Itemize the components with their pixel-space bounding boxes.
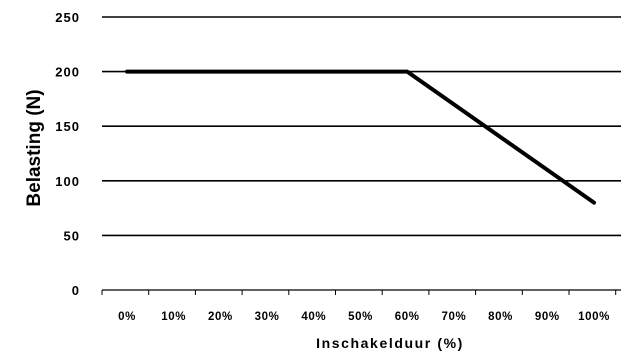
x-tick-label: 20% (208, 311, 233, 323)
x-tick-label: 30% (255, 311, 280, 323)
y-tick-label: 250 (55, 10, 80, 25)
x-axis-label: Inschakelduur (%) (316, 335, 464, 351)
y-tick-label: 200 (55, 65, 80, 80)
y-tick-label: 100 (55, 174, 80, 189)
x-tick-labels: 0% 10% 20% 30% 40% 50% 60% 70% 80% 90% 100% (118, 311, 610, 323)
x-tick-label: 90% (535, 311, 560, 323)
x-tick-label: 70% (441, 311, 466, 323)
y-tick-label: 50 (64, 228, 80, 243)
y-tick-labels: 0 50 100 150 200 250 (55, 10, 80, 298)
y-axis-label: Belasting (N) (24, 89, 45, 206)
y-tick-label: 150 (55, 119, 80, 134)
x-tick-label: 60% (395, 311, 420, 323)
x-tick-label: 100% (578, 311, 610, 323)
y-tick-label: 0 (72, 283, 80, 298)
series-line-0 (125, 69, 596, 205)
x-tick-label: 0% (118, 311, 136, 323)
gridlines (102, 16, 621, 237)
series-group (125, 69, 596, 205)
x-axis (101, 289, 621, 295)
x-tick-label: 10% (161, 311, 186, 323)
x-tick-label: 40% (301, 311, 326, 323)
x-tick-label: 80% (488, 311, 513, 323)
x-tick-label: 50% (348, 311, 373, 323)
